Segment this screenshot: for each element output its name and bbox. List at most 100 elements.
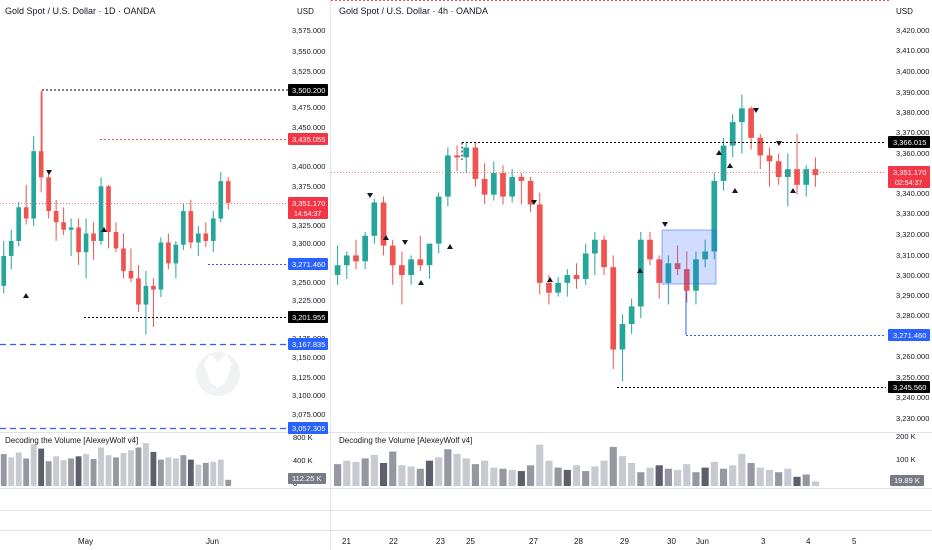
right-candle bbox=[527, 180, 534, 205]
left-volume-bar bbox=[75, 456, 82, 486]
left-candle bbox=[196, 233, 201, 243]
right-volume-bar bbox=[765, 469, 774, 486]
right-volume-bar bbox=[591, 466, 599, 486]
left-volume-bar bbox=[180, 455, 187, 486]
left-candle bbox=[83, 233, 89, 253]
right-candle bbox=[362, 235, 369, 262]
right-candle bbox=[546, 282, 552, 293]
left-level-lines bbox=[0, 89, 288, 430]
right-x-tick: 21 bbox=[342, 537, 351, 546]
right-y-tick: 3,340.000 bbox=[896, 189, 929, 198]
left-volume-bar bbox=[105, 455, 112, 486]
left-volume-bar bbox=[202, 462, 209, 486]
right-volume-bar bbox=[600, 460, 608, 486]
left-currency-label[interactable]: USD bbox=[297, 7, 314, 16]
left-volume-bar bbox=[8, 457, 15, 486]
left-candle bbox=[38, 151, 44, 178]
right-volume-bar bbox=[637, 472, 645, 486]
right-volume-bar bbox=[370, 454, 378, 486]
left-blue-level-label: 3,271.460 bbox=[292, 260, 325, 269]
left-volume-bar bbox=[90, 459, 97, 486]
right-candle bbox=[371, 202, 378, 236]
left-volume-value: 112.25 K bbox=[292, 474, 321, 483]
right-candle bbox=[380, 202, 387, 246]
right-candle bbox=[490, 173, 497, 195]
left-volume-indicator-title[interactable]: Decoding the Volume [AlexeyWolf v4] bbox=[5, 436, 138, 445]
right-volume-bar bbox=[609, 446, 617, 486]
right-volume-bar bbox=[526, 465, 535, 486]
left-candle bbox=[46, 177, 51, 212]
right-candle bbox=[601, 239, 607, 268]
left-candle bbox=[91, 233, 96, 241]
right-chart-title: Gold Spot / U.S. Dollar · 4h · OANDA bbox=[339, 6, 488, 16]
left-volume-bar bbox=[217, 459, 224, 486]
left-x-axis[interactable]: May Jun bbox=[78, 537, 219, 546]
left-volume-bar bbox=[53, 456, 60, 486]
right-currency-label[interactable]: USD bbox=[896, 7, 913, 16]
left-volume-bar bbox=[195, 464, 202, 486]
left-x-tick: Jun bbox=[206, 537, 219, 546]
right-candle bbox=[445, 155, 451, 197]
right-volume-bar bbox=[389, 451, 397, 486]
right-candle bbox=[748, 108, 754, 138]
right-y-tick: 3,260.000 bbox=[896, 352, 929, 361]
left-candle bbox=[113, 231, 119, 249]
right-last-price-label: 3,351.170 bbox=[893, 168, 926, 177]
right-volume-bar bbox=[683, 464, 691, 486]
left-candle bbox=[16, 207, 22, 241]
right-volume-bar bbox=[517, 471, 525, 486]
right-volume-bar bbox=[481, 460, 489, 486]
right-candle bbox=[343, 255, 350, 266]
right-volume-bar bbox=[701, 467, 709, 486]
right-x-tick: 5 bbox=[852, 537, 857, 546]
left-volume-bar bbox=[135, 447, 142, 486]
left-y-tick: 3,525.000 bbox=[292, 67, 325, 76]
right-candle bbox=[637, 239, 644, 307]
right-volume-indicator-title[interactable]: Decoding the Volume [AlexeyWolf v4] bbox=[339, 436, 472, 445]
left-volume-bar bbox=[23, 458, 30, 486]
left-y-tick: 3,450.000 bbox=[292, 123, 325, 132]
right-volume-bar bbox=[775, 472, 783, 486]
right-x-tick: 27 bbox=[529, 537, 538, 546]
right-y-tick: 3,290.000 bbox=[896, 291, 929, 300]
left-volume-bar bbox=[15, 452, 22, 486]
left-volume-bar bbox=[120, 453, 127, 486]
right-candle bbox=[812, 169, 819, 176]
right-x-tick: Jun bbox=[696, 537, 709, 546]
right-volume-bar bbox=[334, 464, 342, 486]
left-x-tick: May bbox=[78, 537, 93, 546]
left-volume-bar bbox=[128, 450, 134, 486]
right-volume-bar bbox=[710, 461, 718, 486]
right-volume-bars bbox=[334, 444, 819, 486]
right-candle bbox=[619, 324, 626, 350]
right-volume-bar bbox=[738, 453, 746, 486]
left-volume-bar bbox=[165, 457, 172, 486]
left-volume-bar bbox=[83, 454, 89, 486]
right-candle bbox=[573, 275, 580, 279]
left-volume-bar bbox=[187, 459, 194, 486]
right-candle bbox=[784, 169, 791, 177]
left-y-tick: 3,225.000 bbox=[292, 296, 325, 305]
left-candle bbox=[166, 242, 171, 264]
right-volume-bar bbox=[536, 444, 544, 486]
right-y-tick-labels: 3,420.000 3,410.000 3,400.000 3,390.000 … bbox=[896, 26, 929, 423]
right-candle bbox=[757, 137, 764, 156]
right-candle bbox=[582, 253, 589, 279]
left-y-tick: 3,125.000 bbox=[292, 373, 325, 382]
right-volume-bar bbox=[793, 476, 801, 486]
left-volume-bar bbox=[113, 457, 119, 486]
right-y-tick: 3,330.000 bbox=[896, 209, 929, 218]
left-candle bbox=[23, 207, 29, 219]
right-x-axis[interactable]: 21 22 23 25 27 28 29 30 Jun 3 4 5 bbox=[342, 537, 857, 546]
right-x-tick: 23 bbox=[436, 537, 445, 546]
left-candle bbox=[143, 285, 149, 305]
left-candle bbox=[173, 244, 179, 264]
left-high-label: 3,500.200 bbox=[292, 86, 325, 95]
right-candle bbox=[647, 239, 653, 260]
order-block-zone[interactable] bbox=[661, 229, 717, 285]
right-y-tick: 3,230.000 bbox=[896, 414, 929, 423]
right-volume-bar bbox=[379, 463, 388, 486]
right-volume-bar bbox=[618, 456, 627, 486]
left-candle bbox=[106, 186, 111, 232]
left-candle bbox=[1, 255, 7, 286]
